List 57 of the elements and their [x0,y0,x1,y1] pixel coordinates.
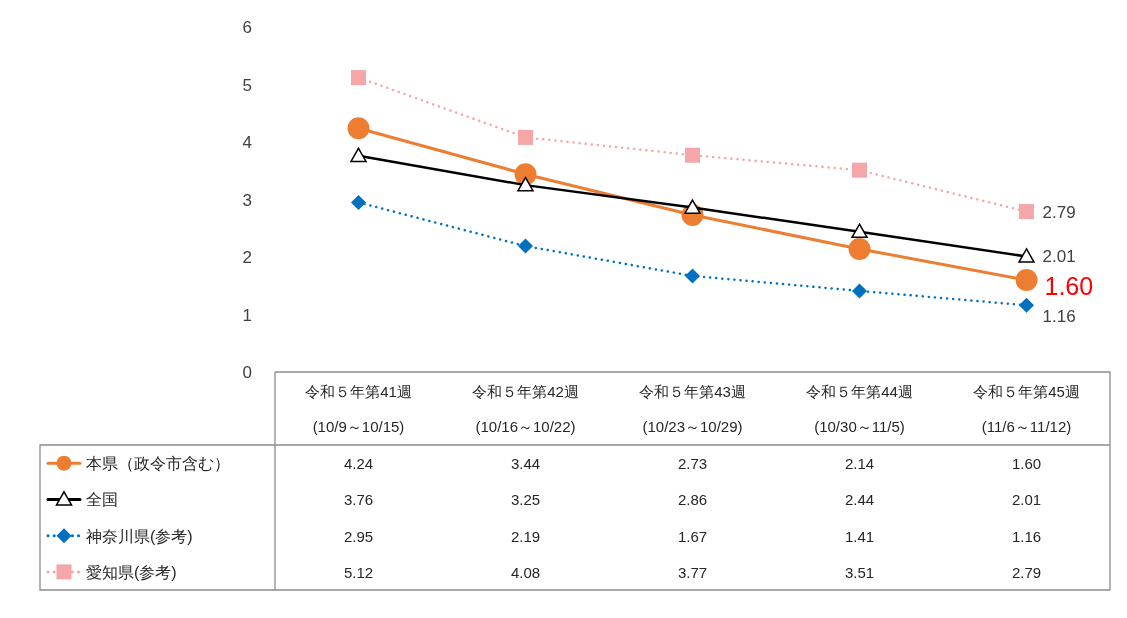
y-tick-label: 1 [242,305,252,325]
y-tick-label: 0 [242,363,252,382]
point [351,70,366,86]
data-label: 3.25 [510,491,541,509]
data-label: 2.73 [677,455,708,473]
data-label: 2.14 [844,455,875,473]
point [350,147,367,163]
category-label: 令和５年第41週 (10/9～10/15) [305,383,412,435]
point [518,238,533,254]
point [851,223,868,239]
point [685,147,700,163]
category-label: 令和５年第44週 (10/30～11/5) [806,383,913,435]
category-label: 令和５年第42週 (10/16～10/22) [472,383,579,435]
y-tick-label: 4 [242,133,252,152]
legend-label: 本県（政令市含む） [86,455,230,473]
point [848,237,871,260]
data-label: 4.24 [343,455,374,473]
legend-label: 愛知県(参考) [86,563,177,581]
point [518,129,533,145]
data-label: 4.08 [510,563,541,581]
data-label: 1.16 [1011,527,1042,545]
y-tick-label: 5 [242,75,252,95]
data-label: 5.12 [343,563,374,581]
point [852,283,867,299]
text: 2.79 [1042,202,1076,222]
data-label: 2.79 [1011,563,1042,581]
y-tick-label: 2 [242,248,252,267]
data-label: 3.76 [343,491,374,509]
point [852,162,867,178]
data-label: 1.67 [677,527,708,545]
data-label: 2.86 [677,491,708,509]
point [1019,204,1034,220]
legend-label: 神奈川県(参考) [86,527,193,545]
legend-label: 全国 [86,491,118,509]
data-label: 1.60 [1011,455,1042,473]
point [1019,297,1034,313]
category-label: 令和５年第45週 (11/6～11/12) [973,383,1080,435]
category-label: 令和５年第43週 (10/23～10/29) [639,383,746,435]
data-label: 2.19 [510,527,541,545]
text: 2.01 [1042,247,1076,267]
data-label: 2.95 [343,527,374,545]
data-label: 3.44 [510,455,541,473]
text: 1.60 [1044,272,1094,301]
point [685,268,700,284]
point [1018,248,1035,263]
point [517,176,534,192]
data-label: 3.77 [677,563,708,581]
y-tick-label: 3 [242,190,252,210]
point [1015,269,1038,291]
data-label: 2.01 [1011,491,1042,509]
data-label: 3.51 [844,563,875,581]
data-label: 2.44 [844,491,875,509]
y-tick-label: 6 [242,18,252,37]
point [351,194,366,210]
text: 1.16 [1042,307,1076,327]
data-label: 1.41 [844,527,875,545]
point [347,117,370,140]
